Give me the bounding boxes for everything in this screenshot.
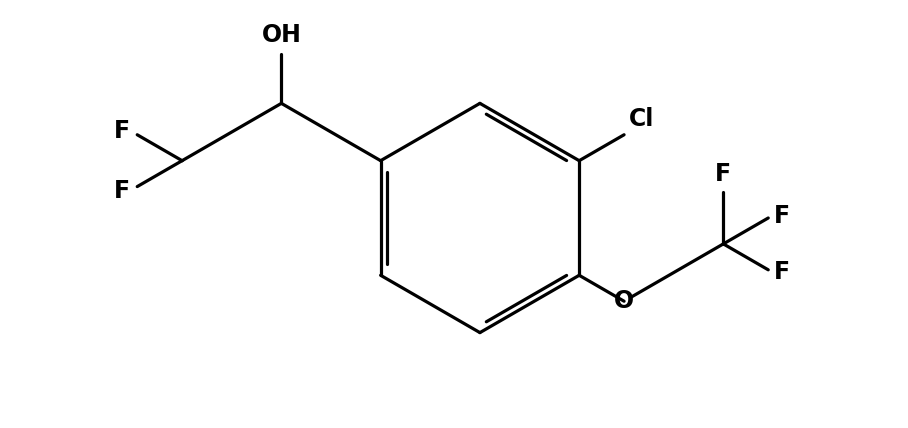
- Text: F: F: [716, 162, 732, 186]
- Text: OH: OH: [262, 23, 301, 47]
- Text: Cl: Cl: [629, 107, 655, 131]
- Text: F: F: [114, 119, 130, 143]
- Text: F: F: [775, 260, 790, 284]
- Text: O: O: [614, 289, 634, 313]
- Text: F: F: [775, 204, 790, 228]
- Text: F: F: [114, 178, 130, 202]
